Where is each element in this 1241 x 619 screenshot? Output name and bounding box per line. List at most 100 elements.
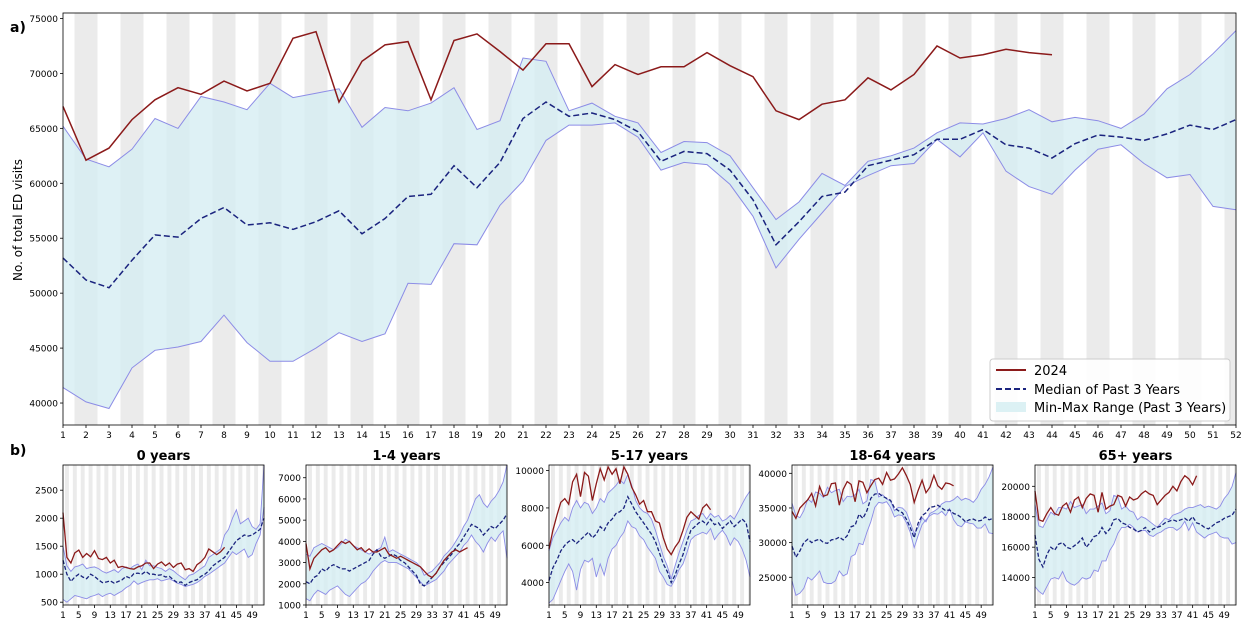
min-line [791,501,994,596]
x-tick-label: 8 [221,431,227,441]
panel-label-b: b) [10,443,26,459]
line-2024 [62,30,1053,162]
week-stripe [621,465,626,605]
y-tick-label: 45000 [29,345,58,355]
plot-frame [62,464,265,606]
x-tick-label: 37 [199,611,210,619]
x-tick-label: 33 [793,431,804,441]
x-tick-label: 13 [1077,611,1088,619]
min-line [62,506,265,603]
y-tick-label: 40000 [29,400,58,410]
week-stripe [718,13,742,425]
x-tick-label: 5 [152,431,158,441]
week-stripe [307,465,312,605]
week-stripe [580,13,604,425]
x-tick-label: 5 [1048,611,1054,619]
y-tick-label: 20000 [1001,483,1030,493]
x-tick-label: 29 [654,611,666,619]
x-tick-label: 9 [92,611,98,619]
week-stripe [441,465,446,605]
y-tick-label: 1500 [35,543,58,553]
week-stripe [72,465,77,605]
y-tick-label: 2000 [35,515,58,525]
x-tick-label: 1 [546,611,552,619]
x-tick-label: 25 [638,611,649,619]
week-stripe [661,465,666,605]
week-stripe [943,465,948,605]
week-stripe [677,465,682,605]
x-tick-label: 13 [348,611,359,619]
week-stripe [371,465,375,605]
x-tick-label: 43 [1023,431,1034,441]
x-tick-label: 11 [287,431,298,441]
week-stripe [550,465,555,605]
week-stripe [355,465,360,605]
week-stripe [386,465,391,605]
x-tick-label: 44 [1046,431,1058,441]
x-tick-label: 5 [319,611,325,619]
week-stripe [951,465,956,605]
week-stripe [983,465,988,605]
x-tick-label: 41 [977,431,988,441]
x-tick-label: 29 [897,611,909,619]
x-tick-label: 2 [83,431,89,441]
subplot-title: 5-17 years [611,449,689,464]
x-tick-label: 13 [834,611,845,619]
week-stripe [167,465,172,605]
x-tick-label: 38 [908,431,920,441]
week-stripe [128,465,132,605]
max-line [548,473,751,581]
week-stripe [323,465,328,605]
x-tick-label: 41 [215,611,226,619]
x-tick-label: 45 [1069,431,1080,441]
y-tick-label: 35000 [758,504,787,514]
week-stripe [449,465,454,605]
y-tick-label: 3000 [278,559,301,569]
subplot-title: 1-4 years [372,449,440,464]
week-stripe [88,465,93,605]
x-tick-label: 25 [395,611,406,619]
min-line [62,122,1237,410]
line-2024 [791,466,954,520]
x-tick-label: 5 [805,611,811,619]
week-stripe [418,465,423,605]
line-2024 [548,465,712,556]
week-stripe [191,465,196,605]
x-tick-label: 32 [770,431,781,441]
x-tick-label: 40 [954,431,966,441]
x-tick-label: 49 [246,611,258,619]
week-stripe [629,465,634,605]
week-stripe [902,13,926,425]
plot-frame [548,464,751,606]
x-tick-label: 37 [885,431,896,441]
x-tick-label: 6 [175,431,181,441]
max-line [1034,472,1237,529]
week-stripe [1210,465,1215,605]
x-tick-label: 29 [701,431,713,441]
line-2024 [62,512,226,573]
x-tick-label: 1 [303,611,309,619]
x-tick-label: 45 [231,611,242,619]
range-fill [63,465,264,603]
y-tick-label: 500 [41,599,58,609]
week-stripe [394,465,399,605]
week-stripe [64,465,69,605]
x-tick-label: 46 [1092,431,1104,441]
week-stripe [920,465,925,605]
x-tick-label: 17 [1092,611,1103,619]
y-tick-label: 6000 [521,542,544,552]
week-stripe [1086,13,1110,425]
legend-label-median: Median of Past 3 Years [1034,383,1180,398]
x-tick-label: 16 [402,431,414,441]
x-tick-label: 33 [1155,611,1166,619]
x-tick-label: 5 [76,611,82,619]
x-tick-label: 14 [356,431,368,441]
x-tick-label: 41 [701,611,712,619]
x-tick-label: 21 [136,611,147,619]
x-tick-label: 12 [310,431,321,441]
x-tick-label: 9 [578,611,584,619]
range-fill [549,474,750,604]
y-tick-label: 18000 [1001,513,1030,523]
x-tick-label: 33 [183,611,194,619]
week-stripe [80,465,85,605]
